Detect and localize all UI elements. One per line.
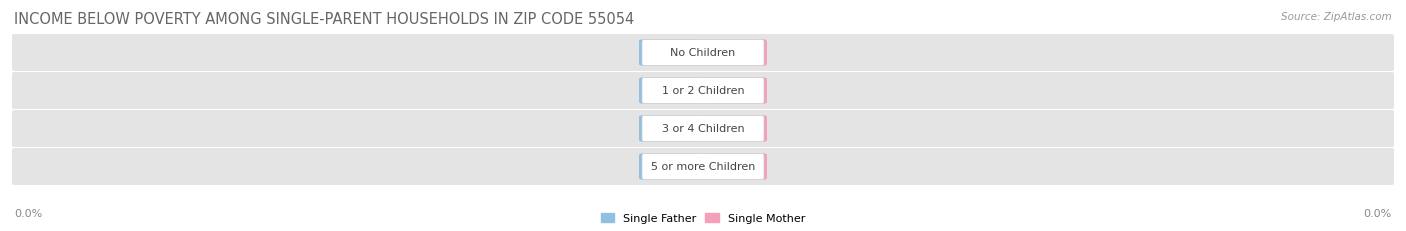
- FancyBboxPatch shape: [13, 35, 1393, 72]
- FancyBboxPatch shape: [13, 73, 1393, 109]
- Text: No Children: No Children: [671, 48, 735, 58]
- FancyBboxPatch shape: [638, 116, 702, 142]
- FancyBboxPatch shape: [643, 78, 763, 104]
- Text: 0.0%: 0.0%: [721, 48, 751, 58]
- FancyBboxPatch shape: [704, 154, 768, 180]
- FancyBboxPatch shape: [638, 154, 702, 180]
- Text: 1 or 2 Children: 1 or 2 Children: [662, 86, 744, 96]
- Text: 0.0%: 0.0%: [721, 124, 751, 134]
- Text: 0.0%: 0.0%: [721, 162, 751, 172]
- FancyBboxPatch shape: [638, 78, 702, 104]
- Text: Source: ZipAtlas.com: Source: ZipAtlas.com: [1281, 12, 1392, 22]
- FancyBboxPatch shape: [643, 154, 763, 180]
- FancyBboxPatch shape: [13, 110, 1393, 147]
- FancyBboxPatch shape: [13, 148, 1393, 185]
- Legend: Single Father, Single Mother: Single Father, Single Mother: [600, 213, 806, 223]
- FancyBboxPatch shape: [704, 116, 768, 142]
- FancyBboxPatch shape: [643, 116, 763, 142]
- FancyBboxPatch shape: [643, 40, 763, 66]
- Text: 0.0%: 0.0%: [14, 208, 42, 218]
- Text: 0.0%: 0.0%: [655, 48, 685, 58]
- Text: 5 or more Children: 5 or more Children: [651, 162, 755, 172]
- Text: INCOME BELOW POVERTY AMONG SINGLE-PARENT HOUSEHOLDS IN ZIP CODE 55054: INCOME BELOW POVERTY AMONG SINGLE-PARENT…: [14, 12, 634, 27]
- Text: 3 or 4 Children: 3 or 4 Children: [662, 124, 744, 134]
- Text: 0.0%: 0.0%: [655, 86, 685, 96]
- Text: 0.0%: 0.0%: [721, 86, 751, 96]
- Text: 0.0%: 0.0%: [655, 124, 685, 134]
- FancyBboxPatch shape: [638, 40, 702, 66]
- FancyBboxPatch shape: [704, 78, 768, 104]
- FancyBboxPatch shape: [704, 40, 768, 66]
- Text: 0.0%: 0.0%: [1364, 208, 1392, 218]
- Text: 0.0%: 0.0%: [655, 162, 685, 172]
